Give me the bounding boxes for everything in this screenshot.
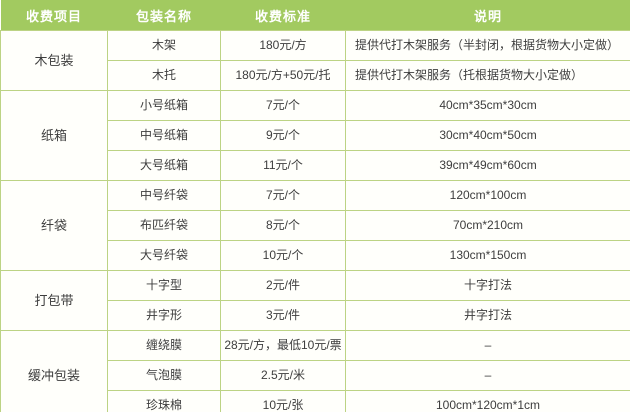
note-cell: 100cm*120cm*1cm — [345, 390, 630, 412]
note-cell: 提供代打木架服务（托根据货物大小定做） — [345, 60, 630, 91]
table-row: 纸箱 小号纸箱 7元/个 40cm*35cm*30cm — [0, 90, 630, 181]
package-name-cell: 中号纤袋 — [107, 180, 221, 211]
package-name-cell: 木架 — [107, 30, 221, 61]
header-row: 收费项目 包装名称 收费标准 说明 — [0, 0, 630, 31]
package-name-cell: 井字形 — [107, 300, 221, 331]
package-name-cell: 木托 — [107, 60, 221, 91]
package-name-cell: 珍珠棉 — [107, 390, 221, 412]
package-name-cell: 十字型 — [107, 270, 221, 301]
col-header-charge-item: 收费项目 — [0, 0, 108, 31]
package-name-cell: 中号纸箱 — [107, 120, 221, 151]
package-name-cell: 大号纤袋 — [107, 240, 221, 271]
table-row: 纤袋 中号纤袋 7元/个 120cm*100cm — [0, 180, 630, 271]
table-row: 中号纸箱 9元/个 30cm*40cm*50cm — [1, 120, 630, 151]
note-cell: 十字打法 — [345, 270, 630, 301]
price-cell: 180元/方 — [220, 30, 346, 61]
table-row: 缓冲包装 缠绕膜 28元/方，最低10元/票 – — [0, 330, 630, 412]
note-cell: 70cm*210cm — [345, 210, 630, 241]
package-name-cell: 小号纸箱 — [107, 90, 221, 121]
package-name-cell: 大号纸箱 — [107, 150, 221, 181]
price-cell: 28元/方，最低10元/票 — [220, 330, 346, 361]
category-cell-cushion-packaging: 缓冲包装 — [0, 330, 108, 412]
col-header-charge-standard: 收费标准 — [220, 0, 346, 31]
price-cell: 2元/件 — [220, 270, 346, 301]
note-cell: 井字打法 — [345, 300, 630, 331]
category-cell-carton: 纸箱 — [0, 90, 108, 181]
package-name-cell: 布匹纤袋 — [107, 210, 221, 241]
price-cell: 9元/个 — [220, 120, 346, 151]
note-cell: 120cm*100cm — [345, 180, 630, 211]
note-cell: 30cm*40cm*50cm — [345, 120, 630, 151]
table-row: 珍珠棉 10元/张 100cm*120cm*1cm — [1, 390, 630, 412]
table-row: 大号纸箱 11元/个 39cm*49cm*60cm — [1, 150, 630, 181]
note-cell: 提供代打木架服务（半封闭，根据货物大小定做） — [345, 30, 630, 61]
price-cell: 8元/个 — [220, 210, 346, 241]
price-cell: 3元/件 — [220, 300, 346, 331]
table-row: 木包装 木架 180元/方 提供代打木架服务（半封闭，根据货物大小定做） — [0, 30, 630, 91]
table-row: 打包带 十字型 2元/件 十字打法 — [0, 270, 630, 331]
table-row: 大号纤袋 10元/个 130cm*150cm — [1, 240, 630, 271]
table-row: 布匹纤袋 8元/个 70cm*210cm — [1, 210, 630, 241]
price-cell: 11元/个 — [220, 150, 346, 181]
note-cell: – — [345, 360, 630, 391]
price-cell: 180元/方+50元/托 — [220, 60, 346, 91]
package-name-cell: 气泡膜 — [107, 360, 221, 391]
price-cell: 2.5元/米 — [220, 360, 346, 391]
category-cell-fiber-bag: 纤袋 — [0, 180, 108, 271]
price-cell: 7元/个 — [220, 90, 346, 121]
note-cell: 130cm*150cm — [345, 240, 630, 271]
category-cell-wood-packaging: 木包装 — [0, 30, 108, 91]
note-cell: 40cm*35cm*30cm — [345, 90, 630, 121]
category-cell-packing-strap: 打包带 — [0, 270, 108, 331]
price-cell: 10元/张 — [220, 390, 346, 412]
col-header-description: 说明 — [345, 0, 630, 31]
price-cell: 7元/个 — [220, 180, 346, 211]
price-cell: 10元/个 — [220, 240, 346, 271]
package-name-cell: 缠绕膜 — [107, 330, 221, 361]
note-cell: 39cm*49cm*60cm — [345, 150, 630, 181]
col-header-package-name: 包装名称 — [107, 0, 221, 31]
table-row: 气泡膜 2.5元/米 – — [1, 360, 630, 391]
note-cell: – — [345, 330, 630, 361]
